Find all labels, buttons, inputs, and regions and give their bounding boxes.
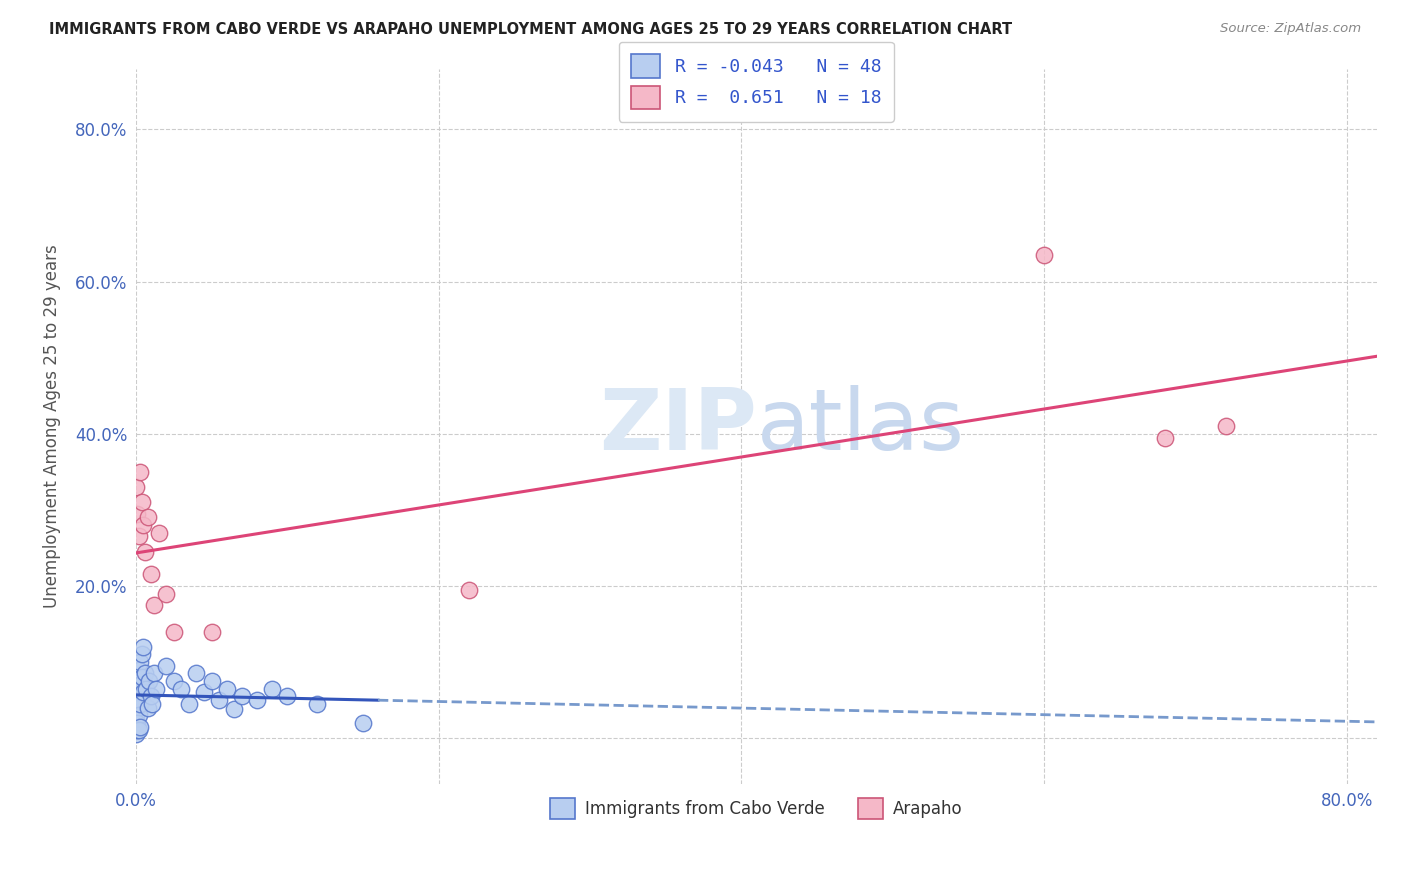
Point (134, 544, 156, 558)
Point (155, 658, 177, 673)
Point (129, 720, 152, 734)
Point (132, 640, 155, 654)
Point (125, 693, 148, 707)
Point (125, 723, 148, 738)
Point (128, 663, 150, 677)
Text: IMMIGRANTS FROM CABO VERDE VS ARAPAHO UNEMPLOYMENT AMONG AGES 25 TO 29 YEARS COR: IMMIGRANTS FROM CABO VERDE VS ARAPAHO UN… (49, 22, 1012, 37)
Point (128, 693, 150, 707)
Point (163, 673, 186, 688)
Point (200, 624, 222, 639)
Text: ZIP: ZIP (599, 384, 756, 467)
Point (155, 586, 177, 600)
Point (132, 518, 155, 533)
Point (246, 693, 269, 707)
Point (200, 673, 222, 688)
Point (139, 690, 162, 704)
Point (139, 567, 162, 582)
Point (186, 666, 208, 681)
Point (136, 510, 159, 524)
Legend: Immigrants from Cabo Verde, Arapaho: Immigrants from Cabo Verde, Arapaho (543, 792, 969, 825)
Point (131, 495, 153, 509)
Point (215, 681, 238, 696)
Point (143, 598, 166, 612)
Point (136, 700, 159, 714)
Point (127, 507, 149, 521)
Point (128, 723, 150, 738)
Point (224, 702, 246, 716)
Point (457, 582, 479, 597)
Point (129, 678, 152, 692)
Point (125, 700, 148, 714)
Point (193, 685, 215, 699)
Point (132, 685, 155, 699)
Point (352, 715, 374, 730)
Point (127, 700, 149, 714)
Point (231, 690, 253, 704)
Point (127, 685, 149, 699)
Point (276, 690, 298, 704)
Point (135, 681, 157, 696)
Point (128, 708, 150, 723)
Point (1033, 248, 1056, 262)
Point (177, 697, 200, 711)
Point (127, 723, 149, 738)
Point (125, 480, 148, 494)
Point (1215, 419, 1237, 434)
Point (208, 693, 231, 707)
Point (148, 525, 170, 540)
Point (125, 708, 148, 723)
Point (170, 681, 193, 696)
Point (145, 681, 167, 696)
Text: atlas: atlas (756, 384, 965, 467)
Point (141, 697, 163, 711)
Point (138, 673, 160, 688)
Point (307, 697, 329, 711)
Point (128, 678, 150, 692)
Point (163, 624, 186, 639)
Y-axis label: Unemployment Among Ages 25 to 29 years: Unemployment Among Ages 25 to 29 years (44, 244, 60, 608)
Point (127, 670, 149, 684)
Point (129, 465, 152, 479)
Point (131, 670, 153, 684)
Point (129, 697, 152, 711)
Point (260, 681, 283, 696)
Point (129, 655, 152, 669)
Point (143, 666, 166, 681)
Point (125, 715, 148, 730)
Point (125, 727, 148, 741)
Point (134, 666, 156, 681)
Text: Source: ZipAtlas.com: Source: ZipAtlas.com (1220, 22, 1361, 36)
Point (1154, 431, 1177, 445)
Point (128, 529, 150, 543)
Point (131, 648, 153, 662)
Point (127, 715, 149, 730)
